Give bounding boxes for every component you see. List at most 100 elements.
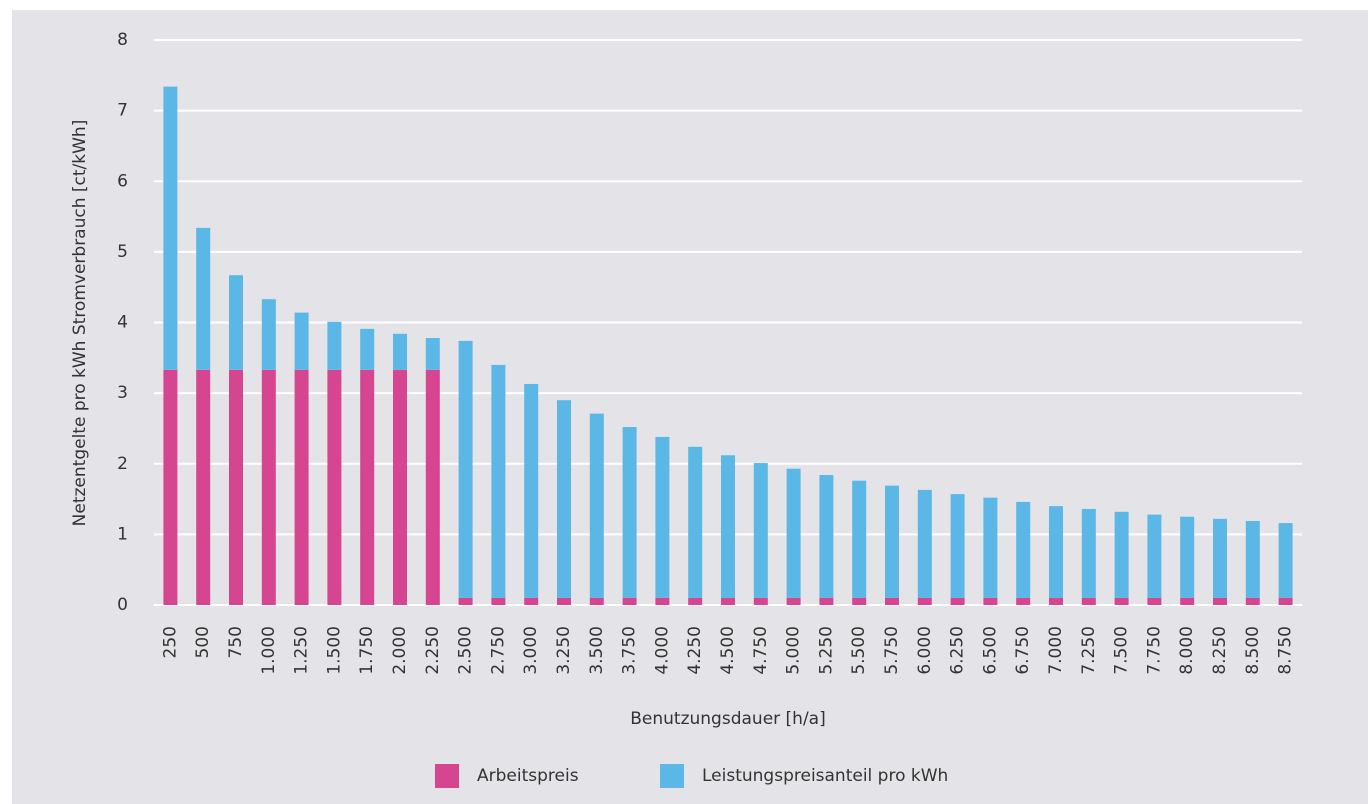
bar-segment: [786, 597, 801, 605]
x-tick-label: 7.500: [1112, 626, 1132, 675]
y-tick-label: 1: [117, 524, 128, 544]
bar-segment: [425, 369, 440, 605]
x-tick-label: 4.250: [685, 626, 705, 675]
bar-segment: [917, 489, 932, 598]
bar-segment: [1114, 511, 1129, 598]
bar-segment: [196, 227, 211, 370]
bar-segment: [1049, 506, 1063, 598]
bar-segment: [688, 446, 703, 598]
x-tick-label: 6.500: [980, 626, 1000, 675]
bar-segment: [327, 369, 342, 605]
y-axis-title: Netzentgelte pro kWh Stromverbrauch [ct/…: [70, 120, 90, 527]
bar-segment: [622, 427, 637, 598]
bar-segment: [327, 321, 342, 370]
x-tick-label: 4.500: [718, 626, 738, 675]
bar-segment: [229, 369, 243, 605]
legend-swatch: [435, 764, 459, 788]
x-tick-label: 2.500: [456, 626, 476, 675]
x-tick-label: 6.250: [948, 626, 968, 675]
bar-segment: [819, 475, 834, 598]
y-tick-label: 0: [117, 595, 128, 615]
x-tick-label: 5.250: [816, 626, 836, 675]
x-tick-label: 2.750: [488, 626, 508, 675]
bar-segment: [1081, 597, 1096, 605]
x-tick-label: 8.500: [1243, 626, 1263, 675]
bar-segment: [524, 383, 539, 598]
x-tick-label: 6.750: [1013, 626, 1033, 675]
x-axis-title: Benutzungsdauer [h/a]: [630, 709, 825, 729]
x-tick-label: 3.250: [554, 626, 574, 675]
bar-segment: [655, 597, 670, 605]
x-tick-label: 5.000: [784, 626, 804, 675]
bar-segment: [1245, 520, 1260, 598]
x-tick-label: 1.250: [292, 626, 312, 675]
x-tick-label: 4.000: [652, 626, 672, 675]
bar-segment: [1213, 518, 1227, 598]
bar-segment: [721, 455, 735, 598]
x-tick-label: 1.750: [357, 626, 377, 675]
bar-segment: [753, 463, 768, 598]
bar-segment: [950, 597, 965, 605]
x-tick-label: 1.500: [324, 626, 344, 675]
bar-segment: [819, 597, 834, 605]
bar-segment: [393, 333, 407, 370]
bar-segment: [950, 494, 965, 598]
bar-segment: [1278, 597, 1293, 605]
bar-segment: [524, 597, 539, 605]
x-tick-label: 3.000: [521, 626, 541, 675]
bar-segment: [1081, 508, 1096, 598]
x-tick-label: 3.500: [587, 626, 607, 675]
x-tick-label: 2.250: [423, 626, 443, 675]
bar-segment: [1245, 597, 1260, 605]
x-tick-label: 8.750: [1276, 626, 1296, 675]
x-tick-label: 8.000: [1177, 626, 1197, 675]
bar-segment: [1180, 597, 1195, 605]
y-tick-label: 2: [117, 454, 128, 474]
bar-segment: [360, 369, 375, 605]
y-tick-label: 7: [117, 101, 128, 121]
x-tick-label: 7.250: [1079, 626, 1099, 675]
bar-segment: [458, 340, 473, 598]
bar-segment: [294, 312, 309, 370]
bar-segment: [163, 86, 178, 370]
legend-label: Leistungspreisanteil pro kWh: [702, 766, 948, 786]
legend-swatch: [660, 764, 684, 788]
bar-segment: [917, 597, 932, 605]
bar-segment: [983, 497, 998, 598]
bar-segment: [1016, 597, 1031, 605]
bar-segment: [261, 299, 276, 370]
x-tick-label: 250: [160, 626, 180, 658]
bar-segment: [1278, 523, 1293, 598]
bar-segment: [852, 480, 867, 598]
y-tick-label: 6: [117, 171, 128, 191]
bar-segment: [786, 468, 801, 598]
x-tick-label: 750: [226, 626, 246, 658]
bar-segment: [1213, 597, 1227, 605]
x-tick-label: 4.750: [751, 626, 771, 675]
bar-segment: [196, 369, 211, 605]
bar-segment: [229, 275, 243, 370]
bar-segment: [491, 364, 506, 598]
bar-segment: [360, 328, 375, 370]
x-tick-label: 6.000: [915, 626, 935, 675]
x-tick-label: 5.750: [882, 626, 902, 675]
y-tick-label: 3: [117, 383, 128, 403]
bar-segment: [1180, 516, 1195, 598]
bar-segment: [622, 597, 637, 605]
bar-segment: [1147, 514, 1162, 598]
bar-segment: [721, 597, 735, 605]
bar-segment: [425, 338, 440, 370]
bar-segment: [753, 597, 768, 605]
x-tick-label: 3.750: [620, 626, 640, 675]
bar-segment: [1016, 501, 1031, 598]
x-tick-label: 8.250: [1210, 626, 1230, 675]
bar-segment: [458, 597, 473, 605]
x-tick-label: 7.750: [1144, 626, 1164, 675]
bar-segment: [885, 597, 899, 605]
x-tick-label: 7.000: [1046, 626, 1066, 675]
bar-segment: [261, 369, 276, 605]
bar-segment: [589, 597, 604, 605]
bar-segment: [885, 485, 899, 598]
bar-segment: [557, 597, 571, 605]
